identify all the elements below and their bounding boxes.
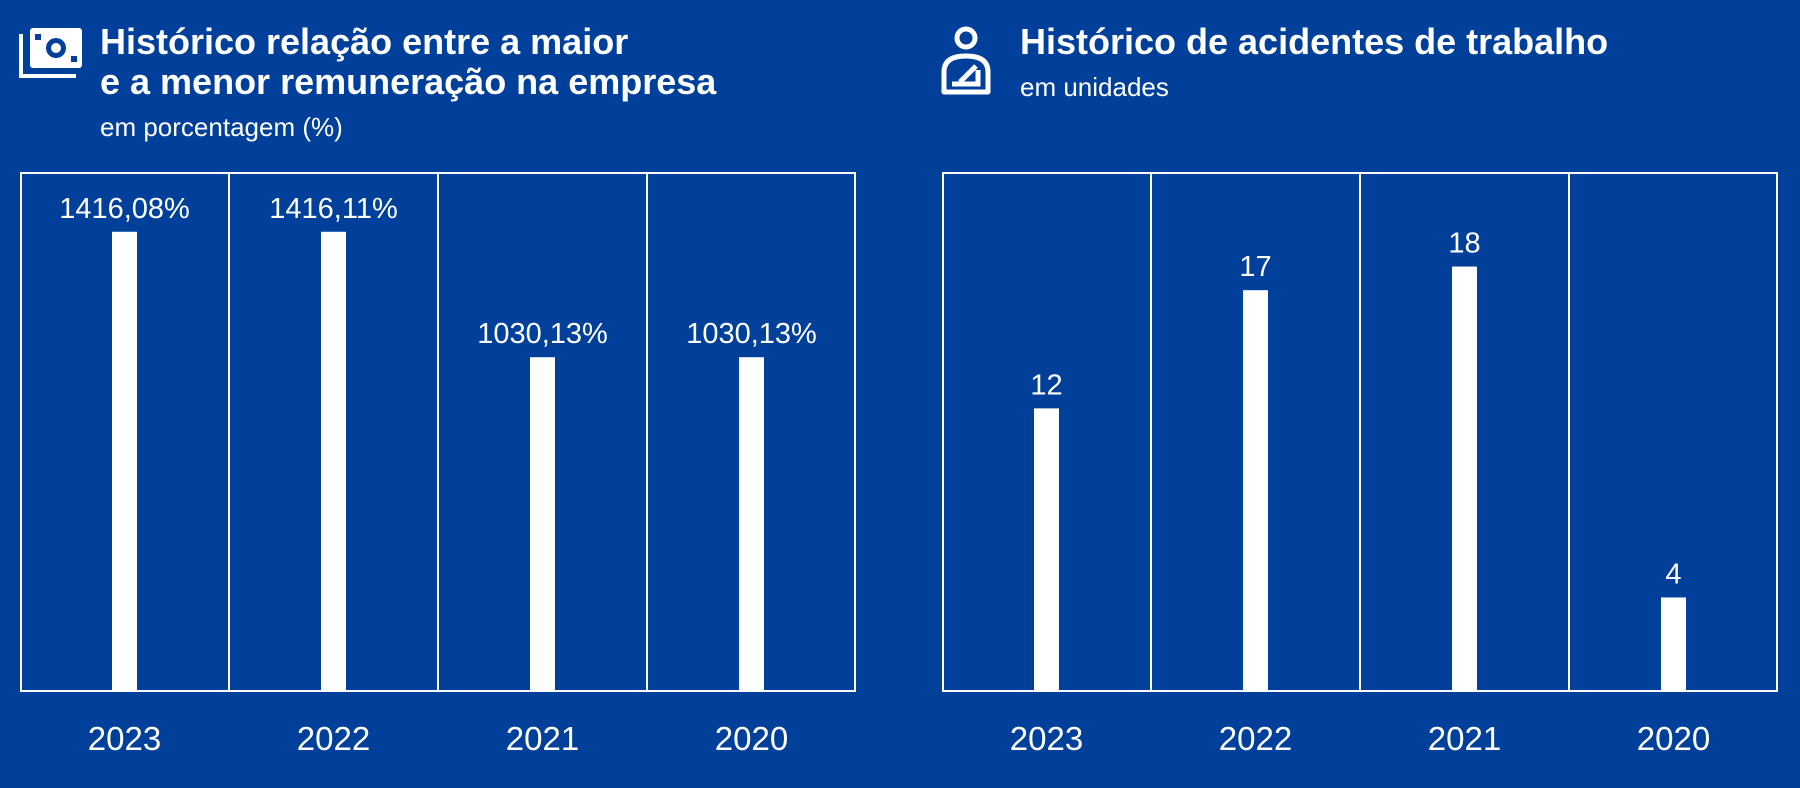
right-chart-value-label-2021: 18 [1448, 228, 1480, 260]
money-bill-icon [18, 26, 84, 87]
left-chart-value-label-2021: 1030,13% [477, 318, 608, 350]
left-chart-bar-2022 [321, 231, 346, 690]
left-chart-value-label-2022: 1416,11% [269, 193, 397, 225]
left-chart-value-label-2020: 1030,13% [686, 318, 817, 350]
right-chart-panel: Histórico de acidentes de trabalho em un… [920, 0, 1800, 788]
left-chart-tick-label-2022: 2022 [297, 720, 370, 757]
right-chart-bar-2020 [1661, 597, 1686, 690]
left-chart-bar-2020 [739, 357, 764, 690]
right-chart-tick-label-2022: 2022 [1219, 720, 1292, 757]
left-chart-bar-2023 [112, 231, 137, 691]
right-bar-chart: 12 2023 17 2022 18 2021 4 2020 [942, 172, 1778, 757]
right-chart-subtitle: em unidades [1020, 72, 1169, 102]
right-chart-value-label-2022: 17 [1239, 251, 1271, 283]
left-chart-panel: Histórico relação entre a maior e a meno… [0, 0, 880, 788]
right-chart-value-label-2020: 4 [1665, 558, 1681, 590]
left-chart-title: Histórico relação entre a maior e a meno… [100, 22, 716, 102]
left-chart-tick-label-2021: 2021 [506, 720, 579, 757]
right-chart-title: Histórico de acidentes de trabalho [1020, 21, 1609, 62]
left-chart-frame [20, 172, 856, 692]
left-title-line1: Histórico relação entre a maior [100, 21, 629, 62]
right-chart-tick-label-2023: 2023 [1010, 720, 1083, 757]
left-chart-bar-2021 [530, 357, 555, 690]
left-chart-tick-label-2020: 2020 [715, 720, 788, 757]
left-title-line2: e a menor remuneração na empresa [100, 61, 717, 102]
right-chart-bar-2021 [1452, 266, 1477, 690]
left-chart-subtitle: em porcentagem (%) [100, 112, 343, 142]
right-chart-bar-2023 [1034, 408, 1059, 690]
left-chart-tick-label-2023: 2023 [88, 720, 161, 757]
injured-person-icon [938, 26, 994, 101]
right-chart-bar-2022 [1243, 290, 1268, 690]
right-chart-tick-label-2021: 2021 [1428, 720, 1501, 757]
right-chart-tick-label-2020: 2020 [1637, 720, 1710, 757]
right-chart-value-label-2023: 12 [1030, 369, 1062, 401]
right-chart-frame [942, 172, 1778, 692]
left-chart-value-label-2023: 1416,08% [59, 193, 190, 225]
left-bar-chart: 1416,08% 2023 1416,11% 2022 1030,13% 2021 1030… [20, 172, 856, 757]
